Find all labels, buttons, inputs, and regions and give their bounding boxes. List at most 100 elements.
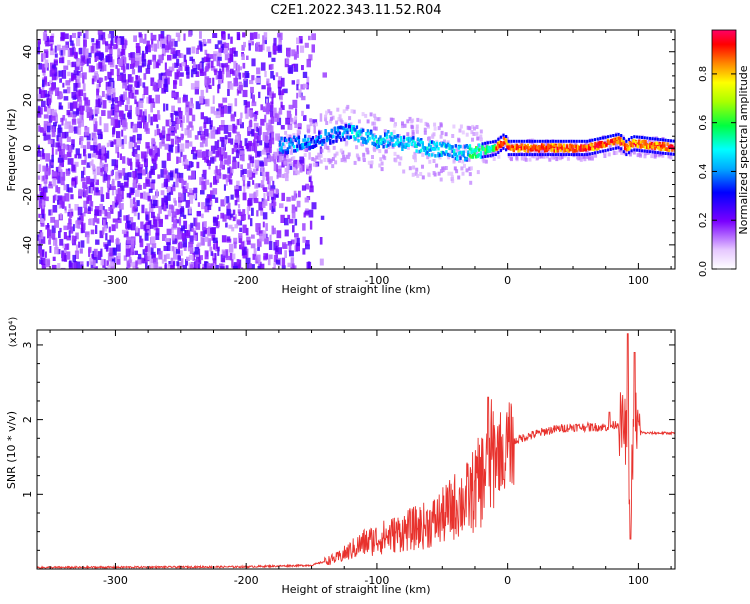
heatmap-cell bbox=[172, 247, 177, 253]
heatmap-cell bbox=[290, 119, 294, 124]
heatmap-cell bbox=[523, 153, 526, 157]
heatmap-cell bbox=[566, 147, 569, 152]
heatmap-cell bbox=[475, 125, 479, 129]
heatmap-cell bbox=[295, 108, 298, 116]
x-tick-label: -100 bbox=[364, 574, 389, 587]
heatmap-cell bbox=[101, 110, 106, 116]
heatmap-cell bbox=[120, 182, 124, 191]
heatmap-cell bbox=[64, 206, 67, 211]
heatmap-cell bbox=[117, 252, 121, 259]
heatmap-cell bbox=[293, 190, 297, 200]
heatmap-cell bbox=[270, 116, 275, 124]
heatmap-cell bbox=[200, 236, 203, 246]
heatmap-cell bbox=[278, 150, 284, 157]
heatmap-cell bbox=[77, 206, 83, 216]
heatmap-cell bbox=[53, 122, 57, 127]
heatmap-cell bbox=[122, 156, 126, 164]
heatmap-cell bbox=[330, 131, 334, 136]
heatmap-cell bbox=[117, 54, 120, 61]
heatmap-cell bbox=[534, 147, 537, 152]
heatmap-cell bbox=[303, 212, 306, 218]
heatmap-cell bbox=[167, 264, 171, 269]
heatmap-cell bbox=[127, 172, 132, 178]
heatmap-cell bbox=[80, 55, 86, 63]
heatmap-cell bbox=[66, 136, 71, 142]
heatmap-cell bbox=[259, 162, 264, 167]
heatmap-cell bbox=[77, 96, 82, 102]
heatmap-cell bbox=[112, 178, 115, 186]
heatmap-cell bbox=[54, 194, 57, 201]
heatmap-cell bbox=[135, 107, 140, 115]
heatmap-cell bbox=[210, 60, 214, 68]
heatmap-cell bbox=[402, 144, 406, 149]
heatmap-cell bbox=[135, 46, 141, 55]
heatmap-cell bbox=[74, 64, 80, 71]
heatmap-cell bbox=[651, 137, 654, 141]
x-tick-label: 100 bbox=[628, 274, 649, 287]
heatmap-cell bbox=[405, 137, 409, 141]
heatmap-cell bbox=[253, 198, 259, 204]
heatmap-cell bbox=[178, 216, 182, 226]
heatmap-cell bbox=[227, 132, 232, 138]
heatmap-cell bbox=[237, 209, 241, 214]
heatmap-cell bbox=[437, 151, 440, 156]
heatmap-cell bbox=[204, 206, 210, 213]
heatmap-cell bbox=[51, 154, 54, 163]
heatmap-cell bbox=[89, 200, 92, 207]
heatmap-cell bbox=[50, 83, 56, 90]
heatmap-cell bbox=[601, 149, 604, 153]
heatmap-cell bbox=[280, 32, 283, 40]
heatmap-cell bbox=[374, 126, 378, 131]
heatmap-cell bbox=[161, 75, 167, 84]
heatmap-cell bbox=[96, 209, 102, 217]
heatmap-cell bbox=[529, 147, 533, 152]
heatmap-cell bbox=[447, 171, 451, 176]
heatmap-cell bbox=[105, 233, 108, 241]
heatmap-cell bbox=[73, 126, 79, 134]
heatmap-cell bbox=[91, 153, 97, 158]
heatmap-cell bbox=[95, 187, 99, 193]
heatmap-cell bbox=[469, 180, 473, 185]
heatmap-cell bbox=[293, 63, 299, 72]
heatmap-cell bbox=[484, 141, 487, 145]
heatmap-cell bbox=[83, 148, 86, 157]
heatmap-cell bbox=[74, 250, 79, 259]
heatmap-cell bbox=[86, 99, 91, 106]
heatmap-cell bbox=[71, 139, 75, 148]
heatmap-cell bbox=[613, 141, 616, 146]
heatmap-cell bbox=[230, 36, 233, 44]
heatmap-cell bbox=[150, 224, 154, 229]
heatmap-cell bbox=[176, 156, 179, 164]
heatmap-cell bbox=[219, 136, 225, 142]
heatmap-cell bbox=[497, 154, 501, 159]
heatmap-cell bbox=[72, 254, 76, 263]
heatmap-cell bbox=[314, 143, 318, 148]
heatmap-cell bbox=[150, 165, 154, 174]
heatmap-cell bbox=[52, 195, 55, 203]
heatmap-cell bbox=[597, 144, 600, 149]
heatmap-cell bbox=[429, 144, 432, 149]
heatmap-cell bbox=[70, 194, 74, 200]
heatmap-cell bbox=[112, 127, 116, 135]
heatmap-cell bbox=[194, 135, 199, 140]
heatmap-cell bbox=[440, 130, 444, 135]
heatmap-cell bbox=[470, 147, 473, 152]
heatmap-cell bbox=[246, 142, 251, 152]
heatmap-cell bbox=[352, 135, 355, 139]
heatmap-cell bbox=[212, 237, 218, 243]
heatmap-cell bbox=[324, 165, 328, 170]
heatmap-cell bbox=[504, 139, 508, 143]
heatmap-cell bbox=[313, 125, 316, 134]
heatmap-cell bbox=[653, 142, 657, 147]
heatmap-cell bbox=[531, 139, 534, 143]
heatmap-cell bbox=[305, 240, 310, 246]
heatmap-cell bbox=[613, 137, 616, 142]
heatmap-cell bbox=[616, 136, 619, 141]
heatmap-cell bbox=[215, 240, 218, 249]
heatmap-cell bbox=[314, 140, 318, 144]
heatmap-cell bbox=[187, 246, 193, 252]
heatmap-cell bbox=[174, 128, 177, 134]
heatmap-cell bbox=[377, 141, 381, 145]
heatmap-cell bbox=[49, 80, 54, 85]
heatmap-cell bbox=[188, 254, 194, 260]
